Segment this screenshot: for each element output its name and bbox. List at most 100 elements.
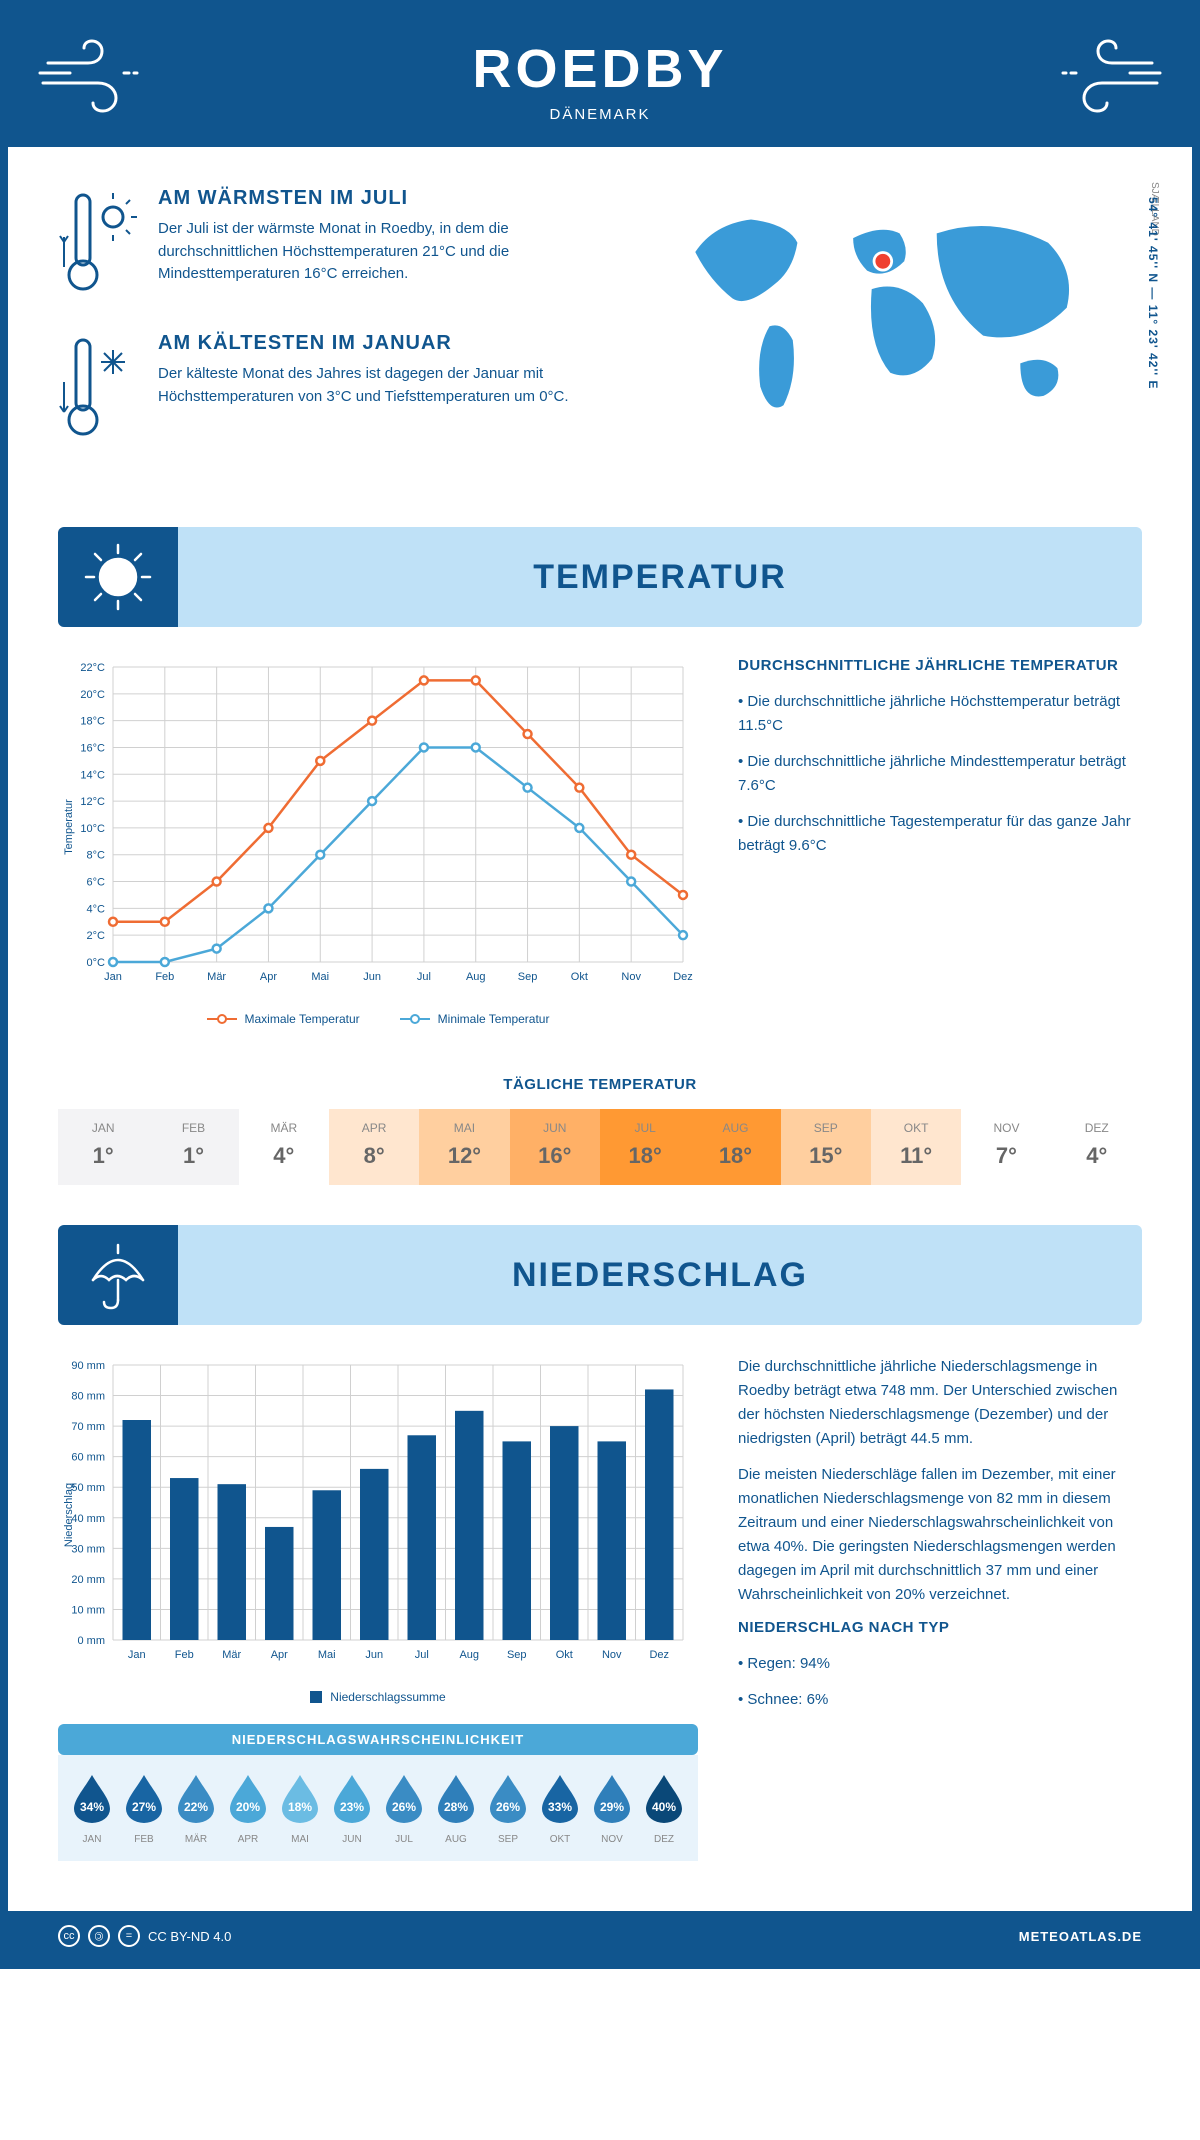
precip-probability: NIEDERSCHLAGSWAHRSCHEINLICHKEIT 34%JAN27… — [58, 1724, 698, 1861]
coordinates: 54° 41' 45'' N — 11° 23' 42'' E — [1146, 197, 1160, 389]
brand-text: METEOATLAS.DE — [1019, 1929, 1142, 1944]
precipitation-bar-chart: 0 mm10 mm20 mm30 mm40 mm50 mm60 mm70 mm8… — [58, 1355, 698, 1675]
drop-item: 27%FEB — [118, 1771, 170, 1845]
svg-text:Feb: Feb — [155, 971, 174, 983]
nd-icon: = — [118, 1925, 140, 1947]
section-temp-title: TEMPERATUR — [533, 558, 787, 597]
svg-text:18%: 18% — [288, 1800, 312, 1814]
svg-text:Nov: Nov — [602, 1649, 622, 1661]
svg-text:Mär: Mär — [222, 1649, 241, 1661]
world-map — [620, 187, 1142, 447]
svg-text:40 mm: 40 mm — [71, 1513, 105, 1525]
drop-item: 18%MAI — [274, 1771, 326, 1845]
svg-text:Jul: Jul — [415, 1649, 429, 1661]
temp-cell: JUN16° — [510, 1109, 600, 1185]
svg-text:27%: 27% — [132, 1800, 156, 1814]
temp-cell: JAN1° — [58, 1109, 148, 1185]
svg-text:12°C: 12°C — [80, 796, 105, 808]
svg-text:Mai: Mai — [318, 1649, 336, 1661]
svg-text:22%: 22% — [184, 1800, 208, 1814]
drop-item: 40%DEZ — [638, 1771, 690, 1845]
svg-text:Apr: Apr — [271, 1649, 288, 1661]
temp-cell: MÄR4° — [239, 1109, 329, 1185]
drop-item: 22%MÄR — [170, 1771, 222, 1845]
svg-text:Temperatur: Temperatur — [63, 799, 75, 855]
precip-para1: Die durchschnittliche jährliche Niedersc… — [738, 1355, 1142, 1451]
warmest-text: Der Juli ist der wärmste Monat in Roedby… — [158, 218, 580, 286]
drop-item: 20%APR — [222, 1771, 274, 1845]
svg-text:29%: 29% — [600, 1800, 624, 1814]
temp-cell: OKT11° — [871, 1109, 961, 1185]
svg-text:60 mm: 60 mm — [71, 1452, 105, 1464]
temp-cell: MAI12° — [419, 1109, 509, 1185]
svg-text:0 mm: 0 mm — [78, 1635, 106, 1647]
svg-text:10 mm: 10 mm — [71, 1604, 105, 1616]
svg-text:20 mm: 20 mm — [71, 1574, 105, 1586]
svg-text:23%: 23% — [340, 1800, 364, 1814]
drop-item: 29%NOV — [586, 1771, 638, 1845]
section-precip-title: NIEDERSCHLAG — [512, 1256, 808, 1295]
temp-cell: AUG18° — [690, 1109, 780, 1185]
svg-text:0°C: 0°C — [87, 957, 106, 969]
svg-text:4°C: 4°C — [87, 903, 106, 915]
svg-text:20°C: 20°C — [80, 689, 105, 701]
section-bar-temp: TEMPERATUR — [58, 527, 1142, 627]
svg-text:Dez: Dez — [673, 971, 693, 983]
svg-text:Jun: Jun — [365, 1649, 383, 1661]
svg-text:Okt: Okt — [571, 971, 588, 983]
temp-cell: FEB1° — [148, 1109, 238, 1185]
city-title: ROEDBY — [28, 38, 1172, 100]
svg-text:90 mm: 90 mm — [71, 1360, 105, 1372]
svg-text:Sep: Sep — [507, 1649, 527, 1661]
cc-icon: cc — [58, 1925, 80, 1947]
svg-text:Jan: Jan — [128, 1649, 146, 1661]
drop-item: 23%JUN — [326, 1771, 378, 1845]
svg-text:Feb: Feb — [175, 1649, 194, 1661]
coldest-text: Der kälteste Monat des Jahres ist dagege… — [158, 363, 580, 408]
svg-text:18°C: 18°C — [80, 716, 105, 728]
svg-text:Sep: Sep — [518, 971, 538, 983]
svg-text:Mär: Mär — [207, 971, 226, 983]
svg-text:Aug: Aug — [466, 971, 486, 983]
temp-cell: JUL18° — [600, 1109, 690, 1185]
daily-temp-section: TÄGLICHE TEMPERATUR JAN1°FEB1°MÄR4°APR8°… — [58, 1076, 1142, 1185]
svg-text:Jul: Jul — [417, 971, 431, 983]
svg-text:80 mm: 80 mm — [71, 1391, 105, 1403]
wind-icon — [1052, 38, 1162, 118]
temp-text-title: DURCHSCHNITTLICHE JÄHRLICHE TEMPERATUR — [738, 657, 1142, 674]
drop-item: 33%OKT — [534, 1771, 586, 1845]
page-header: ROEDBY DÄNEMARK — [8, 8, 1192, 147]
drop-item: 34%JAN — [66, 1771, 118, 1845]
svg-text:Dez: Dez — [649, 1649, 669, 1661]
svg-text:Aug: Aug — [459, 1649, 479, 1661]
svg-text:Apr: Apr — [260, 971, 277, 983]
svg-text:33%: 33% — [548, 1800, 572, 1814]
svg-text:6°C: 6°C — [87, 877, 106, 889]
temp-bullets: Die durchschnittliche jährliche Höchstte… — [738, 690, 1142, 858]
svg-text:8°C: 8°C — [87, 850, 106, 862]
coldest-block: AM KÄLTESTEN IM JANUAR Der kälteste Mona… — [58, 332, 580, 447]
page-footer: cc 🄯 = CC BY-ND 4.0 METEOATLAS.DE — [8, 1911, 1192, 1961]
temp-cell: APR8° — [329, 1109, 419, 1185]
svg-text:34%: 34% — [80, 1800, 104, 1814]
country-subtitle: DÄNEMARK — [28, 106, 1172, 123]
svg-text:16°C: 16°C — [80, 742, 105, 754]
precip-type-title: NIEDERSCHLAG NACH TYP — [738, 1619, 1142, 1636]
warmest-block: AM WÄRMSTEN IM JULI Der Juli ist der wär… — [58, 187, 580, 302]
svg-text:70 mm: 70 mm — [71, 1421, 105, 1433]
svg-text:Mai: Mai — [311, 971, 329, 983]
temp-cell: DEZ4° — [1052, 1109, 1142, 1185]
thermometer-sun-icon — [58, 187, 138, 302]
daily-temp-title: TÄGLICHE TEMPERATUR — [58, 1076, 1142, 1093]
svg-text:50 mm: 50 mm — [71, 1482, 105, 1494]
svg-text:22°C: 22°C — [80, 662, 105, 674]
precip-para2: Die meisten Niederschläge fallen im Deze… — [738, 1463, 1142, 1607]
temp-cell: SEP15° — [781, 1109, 871, 1185]
svg-text:Jan: Jan — [104, 971, 122, 983]
precip-prob-title: NIEDERSCHLAGSWAHRSCHEINLICHKEIT — [58, 1724, 698, 1755]
svg-text:Nov: Nov — [621, 971, 641, 983]
svg-text:2°C: 2°C — [87, 930, 106, 942]
svg-text:26%: 26% — [496, 1800, 520, 1814]
intro-section: AM WÄRMSTEN IM JULI Der Juli ist der wär… — [8, 147, 1192, 507]
wind-icon — [38, 38, 148, 118]
